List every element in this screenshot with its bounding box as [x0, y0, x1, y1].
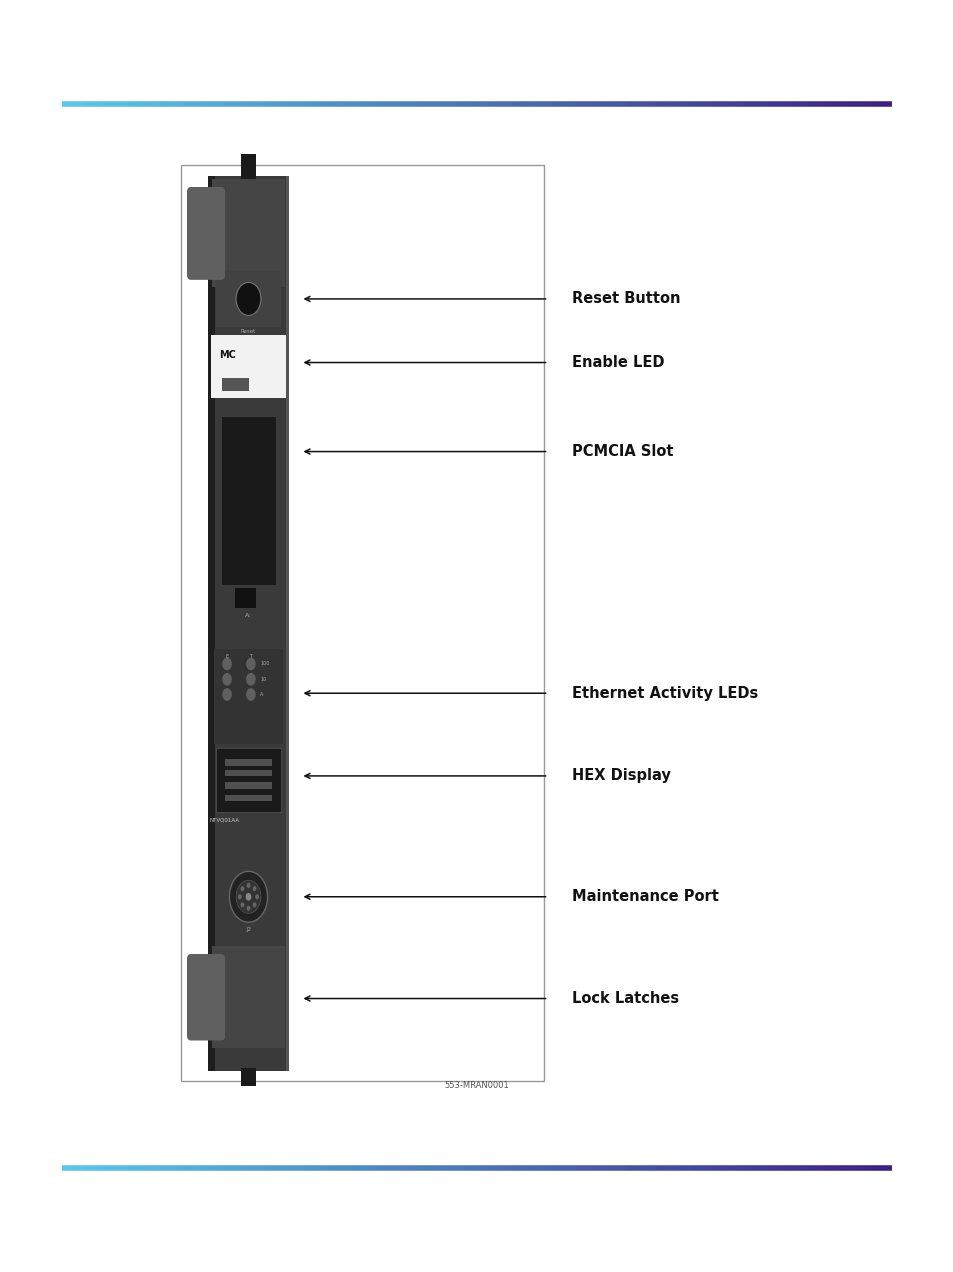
Text: NTVQ01AA: NTVQ01AA: [210, 818, 239, 823]
FancyBboxPatch shape: [187, 187, 225, 280]
Circle shape: [253, 887, 256, 892]
Text: 100: 100: [260, 661, 270, 667]
Text: Ethernet Activity LEDs: Ethernet Activity LEDs: [572, 686, 758, 701]
Bar: [234, 588, 255, 608]
Circle shape: [246, 688, 255, 701]
Circle shape: [246, 906, 250, 911]
Circle shape: [246, 673, 255, 686]
Bar: [211, 335, 286, 398]
Text: E: E: [225, 654, 229, 659]
Text: Maintenance Port: Maintenance Port: [572, 889, 719, 904]
Bar: [181, 165, 543, 1081]
Text: MC: MC: [219, 350, 236, 360]
Circle shape: [240, 902, 244, 907]
Bar: [286, 176, 289, 1071]
Bar: [215, 748, 281, 812]
Bar: [208, 176, 289, 1071]
Circle shape: [246, 883, 250, 888]
Circle shape: [236, 880, 261, 913]
Circle shape: [236, 282, 261, 315]
FancyBboxPatch shape: [187, 954, 225, 1040]
Circle shape: [229, 871, 267, 922]
Circle shape: [246, 893, 251, 901]
Text: Enable LED: Enable LED: [572, 355, 664, 370]
Circle shape: [253, 902, 256, 907]
Bar: [225, 795, 272, 801]
Text: Reset Button: Reset Button: [572, 291, 680, 307]
Circle shape: [222, 658, 232, 670]
Text: Reset: Reset: [241, 329, 255, 335]
Bar: [240, 1068, 255, 1086]
Bar: [215, 271, 281, 327]
Text: Lock Latches: Lock Latches: [572, 991, 679, 1006]
Bar: [208, 176, 214, 1071]
Circle shape: [222, 673, 232, 686]
Text: HEX Display: HEX Display: [572, 768, 671, 784]
Bar: [212, 946, 285, 1048]
Bar: [240, 154, 255, 179]
Bar: [225, 770, 272, 776]
Text: J2: J2: [246, 927, 251, 932]
Circle shape: [240, 887, 244, 892]
Text: A:: A:: [245, 613, 252, 618]
Text: 10: 10: [260, 677, 267, 682]
Circle shape: [238, 894, 242, 899]
Bar: [212, 179, 285, 287]
Bar: [225, 759, 272, 766]
Text: T: T: [249, 654, 253, 659]
Circle shape: [246, 658, 255, 670]
Text: 553-MRAN0001: 553-MRAN0001: [444, 1080, 509, 1090]
Bar: [225, 782, 272, 789]
Circle shape: [255, 894, 259, 899]
Bar: [221, 416, 275, 585]
Bar: [213, 649, 283, 744]
Text: A: A: [260, 692, 264, 697]
Bar: [222, 378, 249, 391]
Circle shape: [222, 688, 232, 701]
Text: PCMCIA Slot: PCMCIA Slot: [572, 444, 673, 459]
